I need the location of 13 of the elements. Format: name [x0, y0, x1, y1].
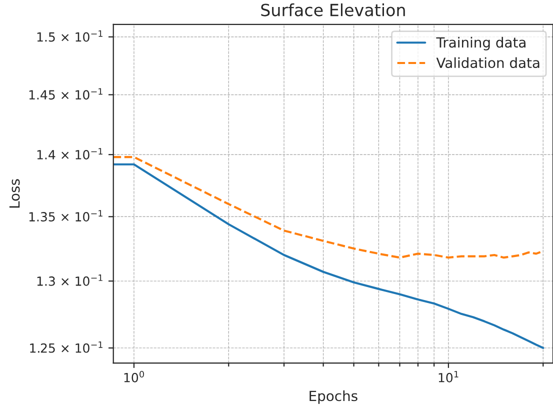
y-tick-label: 1.5 × 10$^{−1}$ [37, 30, 102, 42]
x-tick-label: 10$^{1}$ [438, 371, 458, 382]
legend-label: Training data [436, 36, 526, 50]
y-tick-label: 1.25 × 10$^{−1}$ [30, 341, 102, 353]
x-axis-title: Epochs [310, 390, 358, 404]
y-tick-label: 1.45 × 10$^{−1}$ [29, 88, 102, 100]
y-tick-label: 1.35 × 10$^{−1}$ [29, 210, 102, 222]
y-axis-title: Loss [9, 179, 20, 208]
x-tick-label: 10$^{0}$ [124, 370, 144, 382]
y-tick-label: 1.3 × 10$^{−1}$ [37, 274, 102, 286]
chart-title: Surface Elevation [261, 3, 405, 16]
y-tick-label: 1.4 × 10$^{−1}$ [37, 148, 102, 160]
legend-label: Validation data [436, 57, 540, 68]
